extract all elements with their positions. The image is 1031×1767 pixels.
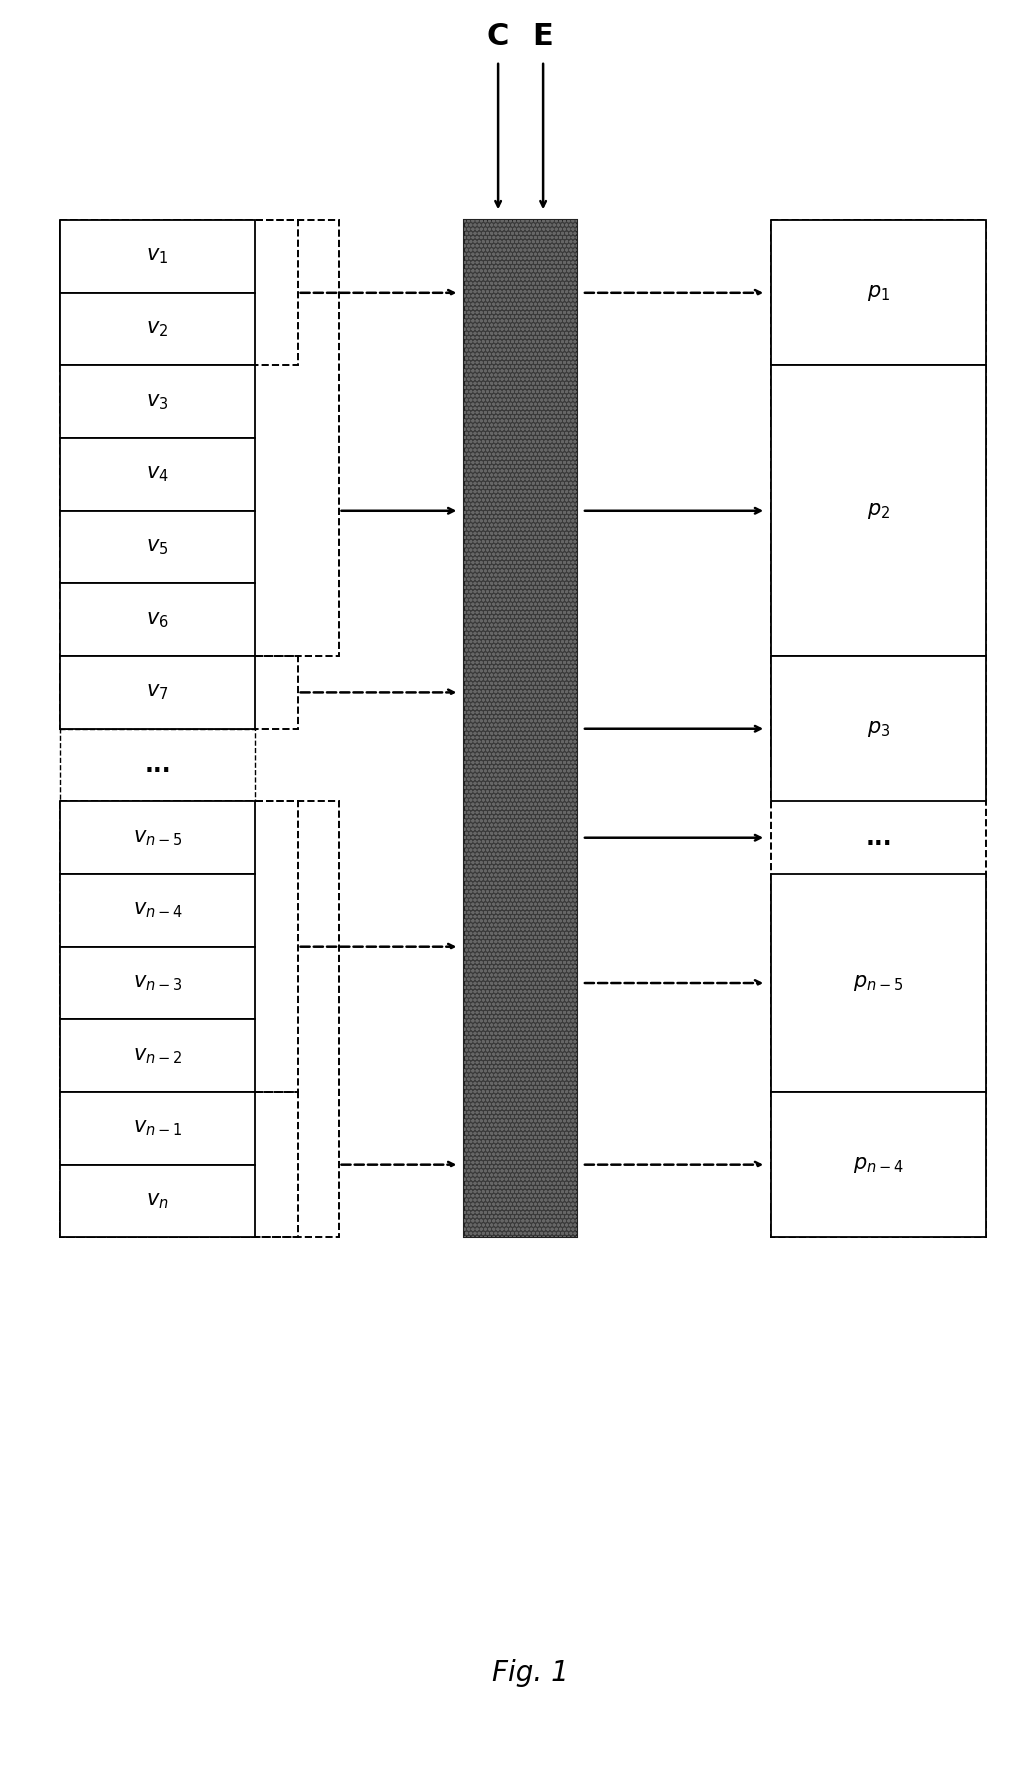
Polygon shape bbox=[61, 875, 255, 947]
Text: ...: ... bbox=[144, 753, 171, 777]
Polygon shape bbox=[61, 1020, 255, 1092]
Polygon shape bbox=[61, 1092, 255, 1164]
Text: $v_{5}$: $v_{5}$ bbox=[146, 537, 169, 557]
Text: $v_{n-3}$: $v_{n-3}$ bbox=[133, 974, 182, 993]
Text: $v_{n-1}$: $v_{n-1}$ bbox=[133, 1119, 182, 1138]
Polygon shape bbox=[61, 583, 255, 656]
Polygon shape bbox=[771, 366, 986, 656]
Polygon shape bbox=[464, 221, 577, 1237]
Polygon shape bbox=[61, 947, 255, 1020]
Text: $p_{1}$: $p_{1}$ bbox=[867, 283, 890, 302]
Text: ...: ... bbox=[865, 825, 892, 850]
Text: $v_{4}$: $v_{4}$ bbox=[146, 465, 169, 484]
Polygon shape bbox=[61, 656, 255, 728]
Text: $v_{6}$: $v_{6}$ bbox=[146, 610, 169, 629]
Polygon shape bbox=[771, 221, 986, 366]
Text: $p_{n-5}$: $p_{n-5}$ bbox=[854, 974, 904, 993]
Polygon shape bbox=[61, 293, 255, 366]
Text: $v_{3}$: $v_{3}$ bbox=[146, 392, 169, 412]
Polygon shape bbox=[61, 1164, 255, 1237]
Text: $p_{n-4}$: $p_{n-4}$ bbox=[853, 1154, 904, 1175]
Text: $v_{n-2}$: $v_{n-2}$ bbox=[133, 1046, 182, 1066]
Text: $v_{n-5}$: $v_{n-5}$ bbox=[133, 827, 182, 848]
Polygon shape bbox=[771, 875, 986, 1092]
Polygon shape bbox=[61, 366, 255, 438]
Text: $p_{3}$: $p_{3}$ bbox=[867, 719, 890, 739]
Polygon shape bbox=[771, 1092, 986, 1237]
Text: Fig. 1: Fig. 1 bbox=[493, 1659, 569, 1687]
Text: $v_{n-4}$: $v_{n-4}$ bbox=[133, 901, 182, 921]
Text: $v_{1}$: $v_{1}$ bbox=[146, 246, 169, 267]
Polygon shape bbox=[61, 511, 255, 583]
Text: E: E bbox=[533, 21, 554, 51]
Text: $v_{7}$: $v_{7}$ bbox=[146, 682, 169, 703]
Polygon shape bbox=[771, 656, 986, 802]
Text: $v_{2}$: $v_{2}$ bbox=[146, 320, 169, 339]
Text: C: C bbox=[487, 21, 509, 51]
Text: $v_{n}$: $v_{n}$ bbox=[146, 1191, 169, 1210]
Polygon shape bbox=[61, 221, 255, 293]
Polygon shape bbox=[61, 438, 255, 511]
Text: $p_{2}$: $p_{2}$ bbox=[867, 500, 890, 521]
Polygon shape bbox=[61, 802, 255, 875]
